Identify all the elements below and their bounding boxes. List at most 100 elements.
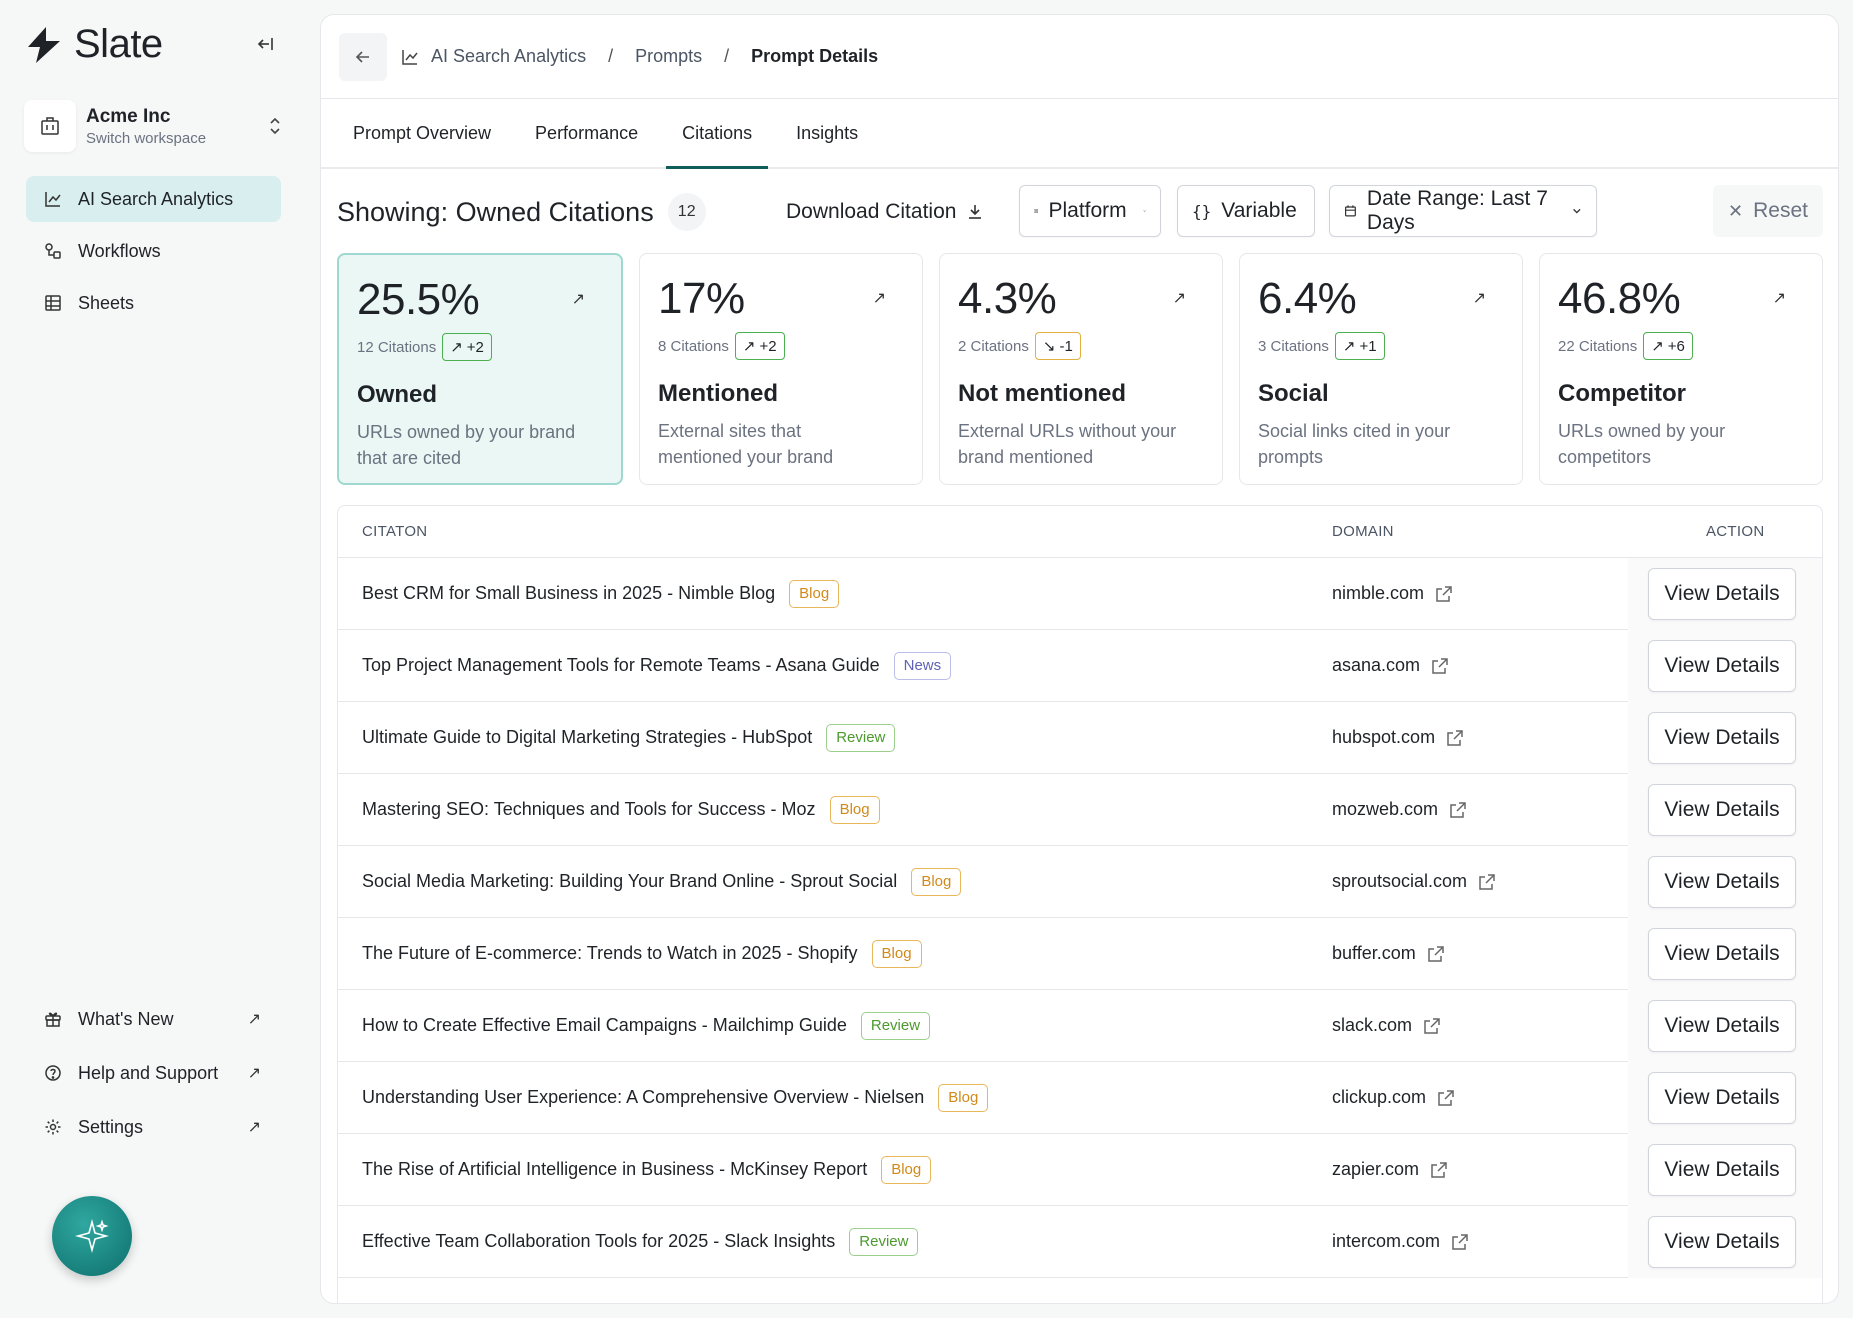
citation-title[interactable]: Best CRM for Small Business in 2025 - Ni… — [362, 583, 776, 603]
card-mentioned[interactable]: 17% ↗ 8 Citations ↗ +2 Mentioned External… — [639, 253, 923, 485]
arrow-up-right-icon: ↗ — [872, 290, 886, 307]
trend-value: -1 — [1059, 337, 1073, 355]
table-row: Best CRM for Small Business in 2025 - Ni… — [338, 558, 1822, 630]
view-details-button[interactable]: View Details — [1648, 784, 1796, 836]
sidebar-item-whats-new[interactable]: What's New ↗ — [26, 996, 281, 1042]
arrow-up-right-icon: ↗ — [1172, 290, 1186, 307]
trend-value: +1 — [1359, 337, 1377, 355]
external-link-icon[interactable] — [1422, 1016, 1442, 1036]
card-social[interactable]: 6.4% ↗ 3 Citations ↗ +1 Social Social lin… — [1239, 253, 1523, 485]
help-circle-icon — [45, 1065, 61, 1081]
citation-tag: Blog — [789, 579, 840, 608]
tab-prompt-overview[interactable]: Prompt Overview — [353, 122, 492, 143]
reset-button[interactable]: ✕ Reset — [1713, 185, 1823, 237]
card-percent: 25.5% — [357, 275, 480, 324]
sidebar-item-label: Settings — [78, 1116, 144, 1137]
chevron-down-icon — [1143, 210, 1146, 212]
sidebar-item-label: What's New — [78, 1008, 174, 1029]
trend-value: +2 — [466, 338, 484, 356]
domain-cell: hubspot.com — [1332, 727, 1465, 748]
citation-title[interactable]: Top Project Management Tools for Remote … — [362, 655, 880, 675]
back-button[interactable] — [339, 32, 387, 81]
breadcrumb-ai-search-analytics[interactable]: AI Search Analytics — [431, 46, 587, 66]
table-row: Top Project Management Tools for Remote … — [338, 630, 1822, 702]
download-citation-button[interactable]: Download Citation — [786, 189, 984, 235]
citation-cell: Top Project Management Tools for Remote … — [362, 651, 952, 680]
sidebar-item-workflows[interactable]: Workflows — [26, 228, 281, 274]
logo[interactable]: Slate — [24, 22, 163, 67]
external-link-icon[interactable] — [1448, 800, 1468, 820]
sidebar-item-label: Workflows — [78, 240, 161, 261]
domain-cell: clickup.com — [1332, 1087, 1456, 1108]
external-link-icon[interactable] — [1429, 1160, 1449, 1180]
platform-label: Platform — [1048, 199, 1127, 222]
breadcrumb-prompts[interactable]: Prompts — [635, 46, 703, 66]
tab-citations[interactable]: Citations — [666, 99, 769, 169]
domain-cell: sproutsocial.com — [1332, 871, 1497, 892]
citation-title[interactable]: The Rise of Artificial Intelligence in B… — [362, 1159, 868, 1179]
topbar: AI Search Analytics / Prompts / Prompt D… — [321, 15, 1838, 99]
view-details-button[interactable]: View Details — [1648, 928, 1796, 980]
external-link-icon[interactable] — [1450, 1232, 1470, 1252]
domain-cell: nimble.com — [1332, 583, 1454, 604]
citation-title[interactable]: The Future of E-commerce: Trends to Watc… — [362, 943, 858, 963]
date-range-dropdown[interactable]: Date Range: Last 7 Days — [1329, 185, 1597, 237]
view-details-button[interactable]: View Details — [1648, 1072, 1796, 1124]
external-link-icon[interactable] — [1434, 584, 1454, 604]
sidebar-item-help-and-support[interactable]: Help and Support ↗ — [26, 1050, 281, 1096]
sidebar-item-sheets[interactable]: Sheets — [26, 280, 281, 326]
download-icon — [969, 205, 982, 219]
view-details-button[interactable]: View Details — [1648, 568, 1796, 620]
external-link-icon[interactable] — [1436, 1088, 1456, 1108]
trend-badge: ↗ +2 — [734, 332, 785, 360]
collapse-sidebar-button[interactable] — [250, 28, 282, 60]
domain-cell: zapier.com — [1332, 1159, 1449, 1180]
main-panel: AI Search Analytics / Prompts / Prompt D… — [320, 14, 1839, 1304]
column-header-action: ACTION — [1706, 523, 1765, 540]
sidebar-item-ai-search-analytics[interactable]: AI Search Analytics — [26, 176, 281, 222]
tab-performance[interactable]: Performance — [535, 122, 639, 143]
trend-up-icon: ↗ — [1651, 338, 1664, 355]
external-link-icon[interactable] — [1426, 944, 1446, 964]
workspace-switcher[interactable]: Acme Inc Switch workspace — [24, 98, 282, 154]
citation-tag: Review — [849, 1227, 919, 1256]
view-details-button[interactable]: View Details — [1648, 712, 1796, 764]
platform-dropdown[interactable]: Platform — [1019, 185, 1161, 237]
trend-badge: ↗ +2 — [442, 333, 492, 361]
chevron-down-icon — [1573, 208, 1581, 214]
view-details-button[interactable]: View Details — [1648, 1000, 1796, 1052]
citations-toolbar: Showing: Owned Citations 12 Download Cit… — [321, 169, 1838, 255]
external-link-icon[interactable] — [1430, 656, 1450, 676]
card-owned[interactable]: 25.5% ↗ 12 Citations ↗ +2 Owned URLs owne… — [337, 253, 623, 485]
arrow-up-right-icon: ↗ — [247, 1065, 261, 1082]
table-body: Best CRM for Small Business in 2025 - Ni… — [338, 558, 1822, 1278]
view-details-button[interactable]: View Details — [1648, 1216, 1796, 1268]
variable-dropdown[interactable]: {} Variable — [1177, 185, 1315, 237]
external-link-icon[interactable] — [1477, 872, 1497, 892]
view-details-button[interactable]: View Details — [1648, 1144, 1796, 1196]
citation-tag: Blog — [881, 1155, 932, 1184]
card-name: Mentioned — [658, 380, 778, 407]
view-details-button[interactable]: View Details — [1648, 640, 1796, 692]
citation-title[interactable]: Ultimate Guide to Digital Marketing Stra… — [362, 727, 813, 747]
sidebar-item-settings[interactable]: Settings ↗ — [26, 1104, 281, 1150]
citation-tag: Blog — [871, 939, 922, 968]
citation-title[interactable]: Understanding User Experience: A Compreh… — [362, 1087, 925, 1107]
domain-text: buffer.com — [1332, 943, 1416, 963]
view-details-button[interactable]: View Details — [1648, 856, 1796, 908]
citation-title[interactable]: Social Media Marketing: Building Your Br… — [362, 871, 898, 891]
domain-text: clickup.com — [1332, 1087, 1427, 1107]
domain-cell: asana.com — [1332, 655, 1450, 676]
external-link-icon[interactable] — [1445, 728, 1465, 748]
card-not-mentioned[interactable]: 4.3% ↗ 2 Citations ↘ -1 Not mentioned Ext… — [939, 253, 1223, 485]
tab-insights[interactable]: Insights — [796, 122, 859, 143]
ai-assistant-button[interactable] — [52, 1196, 132, 1276]
domain-text: sproutsocial.com — [1332, 871, 1468, 891]
citation-title[interactable]: Effective Team Collaboration Tools for 2… — [362, 1231, 836, 1251]
citation-title[interactable]: Mastering SEO: Techniques and Tools for … — [362, 799, 816, 819]
card-competitor[interactable]: 46.8% ↗ 22 Citations ↗ +6 Competitor URLs… — [1539, 253, 1823, 485]
citation-title[interactable]: How to Create Effective Email Campaigns … — [362, 1015, 847, 1035]
app-name: Slate — [74, 22, 163, 66]
citation-cell: Effective Team Collaboration Tools for 2… — [362, 1227, 919, 1256]
card-name: Owned — [357, 381, 438, 408]
